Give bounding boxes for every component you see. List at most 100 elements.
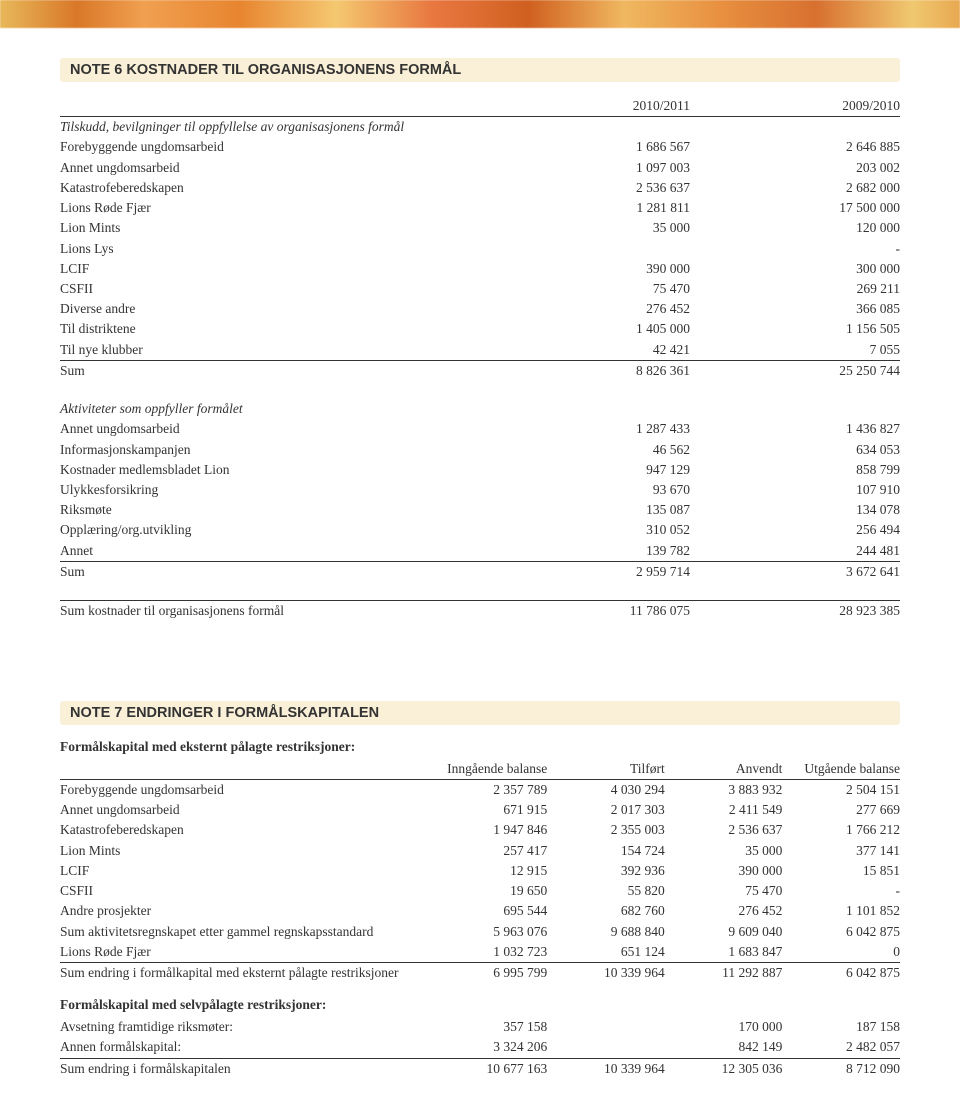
- note7-s1-value: 9 688 840: [547, 922, 665, 942]
- note7-s1-value: 2 411 549: [665, 800, 783, 820]
- note6-s1-label: Lions Røde Fjær: [60, 198, 480, 218]
- note6-s2-value: 1 436 827: [690, 419, 900, 439]
- note7-s2-value: 842 149: [665, 1037, 783, 1058]
- note6-s1-value: 269 211: [690, 279, 900, 299]
- note7-s1-value: 15 851: [782, 861, 900, 881]
- note6-s2-row: Kostnader medlemsbladet Lion947 129858 7…: [60, 460, 900, 480]
- note7-s1-row: Katastrofeberedskapen1 947 8462 355 0032…: [60, 820, 900, 840]
- note6-section2-caption: Aktiviteter som oppfyller formålet: [60, 399, 900, 419]
- note7-s1-value: 695 544: [430, 901, 548, 921]
- note6-section2-sum: Sum 2 959 714 3 672 641: [60, 561, 900, 582]
- note6-s2-value: 634 053: [690, 440, 900, 460]
- note7-h3: Utgående balanse: [782, 759, 900, 780]
- note6-s2-row: Informasjonskampanjen46 562634 053: [60, 440, 900, 460]
- note6-s1-sum-label: Sum: [60, 360, 480, 381]
- note7-s2-label: Avsetning framtidige riksmøter:: [60, 1017, 430, 1037]
- note6-s1-value: 2 646 885: [690, 137, 900, 157]
- note7-s1-label: LCIF: [60, 861, 430, 881]
- note6-s2-value: 244 481: [690, 541, 900, 562]
- note6-s1-value: 2 536 637: [480, 178, 690, 198]
- note7-s2-value: [547, 1017, 665, 1037]
- note6-s2-value: 134 078: [690, 500, 900, 520]
- note7-s1-label: CSFII: [60, 881, 430, 901]
- note7-s1-sum-v3: 6 042 875: [782, 962, 900, 983]
- note7-s1-value: 3 883 932: [665, 779, 783, 800]
- note7-s1-label: Andre prosjekter: [60, 901, 430, 921]
- note7-s1-value: 276 452: [665, 901, 783, 921]
- note6-s1-value: 120 000: [690, 218, 900, 238]
- note7-h2: Anvendt: [665, 759, 783, 780]
- note7-s1-value: 2 017 303: [547, 800, 665, 820]
- note6-table: 2010/2011 2009/2010 Tilskudd, bevilgning…: [60, 96, 900, 621]
- note6-s1-row: Lions Røde Fjær1 281 81117 500 000: [60, 198, 900, 218]
- note6-section1-body: Forebyggende ungdomsarbeid1 686 5672 646…: [60, 137, 900, 360]
- note7-s2-label: Annen formålskapital:: [60, 1037, 430, 1058]
- note6-grand-sum: Sum kostnader til organisasjonens formål…: [60, 600, 900, 621]
- note6-s1-label: Lions Lys: [60, 239, 480, 259]
- note6-s2-sum-label: Sum: [60, 561, 480, 582]
- note7-s1-value: 1 947 846: [430, 820, 548, 840]
- note6-s1-label: Lion Mints: [60, 218, 480, 238]
- note6-s1-label: Forebyggende ungdomsarbeid: [60, 137, 480, 157]
- note7-s1-value: 257 417: [430, 841, 548, 861]
- note7-s1-value: 6 042 875: [782, 922, 900, 942]
- note7-s1-value: 2 536 637: [665, 820, 783, 840]
- note6-s2-value: 947 129: [480, 460, 690, 480]
- note7-s1-value: 651 124: [547, 942, 665, 963]
- note7-s1-label: Katastrofeberedskapen: [60, 820, 430, 840]
- note6-s1-value: 300 000: [690, 259, 900, 279]
- note7-section2-sum: Sum endring i formålskapitalen 10 677 16…: [60, 1058, 900, 1079]
- note6-s1-row: Katastrofeberedskapen2 536 6372 682 000: [60, 178, 900, 198]
- note7-s1-value: 154 724: [547, 841, 665, 861]
- note7-s1-sum-v0: 6 995 799: [430, 962, 548, 983]
- note7-s1-value: 1 683 847: [665, 942, 783, 963]
- note6-s1-value: [480, 239, 690, 259]
- note7-s1-label: Lion Mints: [60, 841, 430, 861]
- note7-s1-value: 35 000: [665, 841, 783, 861]
- note7-s1-value: 4 030 294: [547, 779, 665, 800]
- note6-s1-label: Diverse andre: [60, 299, 480, 319]
- note7-table1: Inngående balanse Tilført Anvendt Utgåen…: [60, 759, 900, 983]
- note6-s2-value: 46 562: [480, 440, 690, 460]
- note6-header-row: 2010/2011 2009/2010: [60, 96, 900, 117]
- note6-s2-label: Kostnader medlemsbladet Lion: [60, 460, 480, 480]
- note6-s2-row: Ulykkesforsikring93 670107 910: [60, 480, 900, 500]
- note6-s2-label: Annet: [60, 541, 480, 562]
- note7-s1-value: 75 470: [665, 881, 783, 901]
- note6-s1-value: 17 500 000: [690, 198, 900, 218]
- note7-h1: Tilført: [547, 759, 665, 780]
- note6-s2-value: 139 782: [480, 541, 690, 562]
- note7-s2-row: Avsetning framtidige riksmøter:357 15817…: [60, 1017, 900, 1037]
- note6-grand-label: Sum kostnader til organisasjonens formål: [60, 600, 480, 621]
- note7-s1-label: Forebyggende ungdomsarbeid: [60, 779, 430, 800]
- note7-s2-value: 187 158: [782, 1017, 900, 1037]
- note6-s1-row: CSFII75 470269 211: [60, 279, 900, 299]
- note7-s1-value: 9 609 040: [665, 922, 783, 942]
- note6-s1-label: Til distriktene: [60, 319, 480, 339]
- note7-s1-value: 1 032 723: [430, 942, 548, 963]
- note7-s1-sum-label: Sum endring i formålkapital med eksternt…: [60, 962, 430, 983]
- note6-s1-value: 1 405 000: [480, 319, 690, 339]
- note6-s2-row: Opplæring/org.utvikling310 052256 494: [60, 520, 900, 540]
- note7-section1-sum: Sum endring i formålkapital med eksternt…: [60, 962, 900, 983]
- note7-title: NOTE 7 ENDRINGER I FORMÅLSKAPITALEN: [60, 701, 900, 725]
- note7-header-row: Inngående balanse Tilført Anvendt Utgåen…: [60, 759, 900, 780]
- note6-s2-label: Informasjonskampanjen: [60, 440, 480, 460]
- note6-s1-value: 203 002: [690, 158, 900, 178]
- note7-s1-row: Lions Røde Fjær1 032 723651 1241 683 847…: [60, 942, 900, 963]
- note7-header-blank: [60, 759, 430, 780]
- note7-section1-body: Forebyggende ungdomsarbeid2 357 7894 030…: [60, 779, 900, 962]
- note6-s1-sum-v0: 8 826 361: [480, 360, 690, 381]
- note7-s1-value: 2 504 151: [782, 779, 900, 800]
- note7-s1-value: 1 101 852: [782, 901, 900, 921]
- note7-s1-label: Annet ungdomsarbeid: [60, 800, 430, 820]
- note6-s2-label: Riksmøte: [60, 500, 480, 520]
- note7-s1-value: 5 963 076: [430, 922, 548, 942]
- note6-s2-row: Annet ungdomsarbeid1 287 4331 436 827: [60, 419, 900, 439]
- note7-s1-value: 392 936: [547, 861, 665, 881]
- note7-s1-value: 277 669: [782, 800, 900, 820]
- note6-s1-row: Diverse andre276 452366 085: [60, 299, 900, 319]
- note6-s2-value: 135 087: [480, 500, 690, 520]
- note6-col-2009: 2009/2010: [690, 96, 900, 117]
- note7-s1-value: -: [782, 881, 900, 901]
